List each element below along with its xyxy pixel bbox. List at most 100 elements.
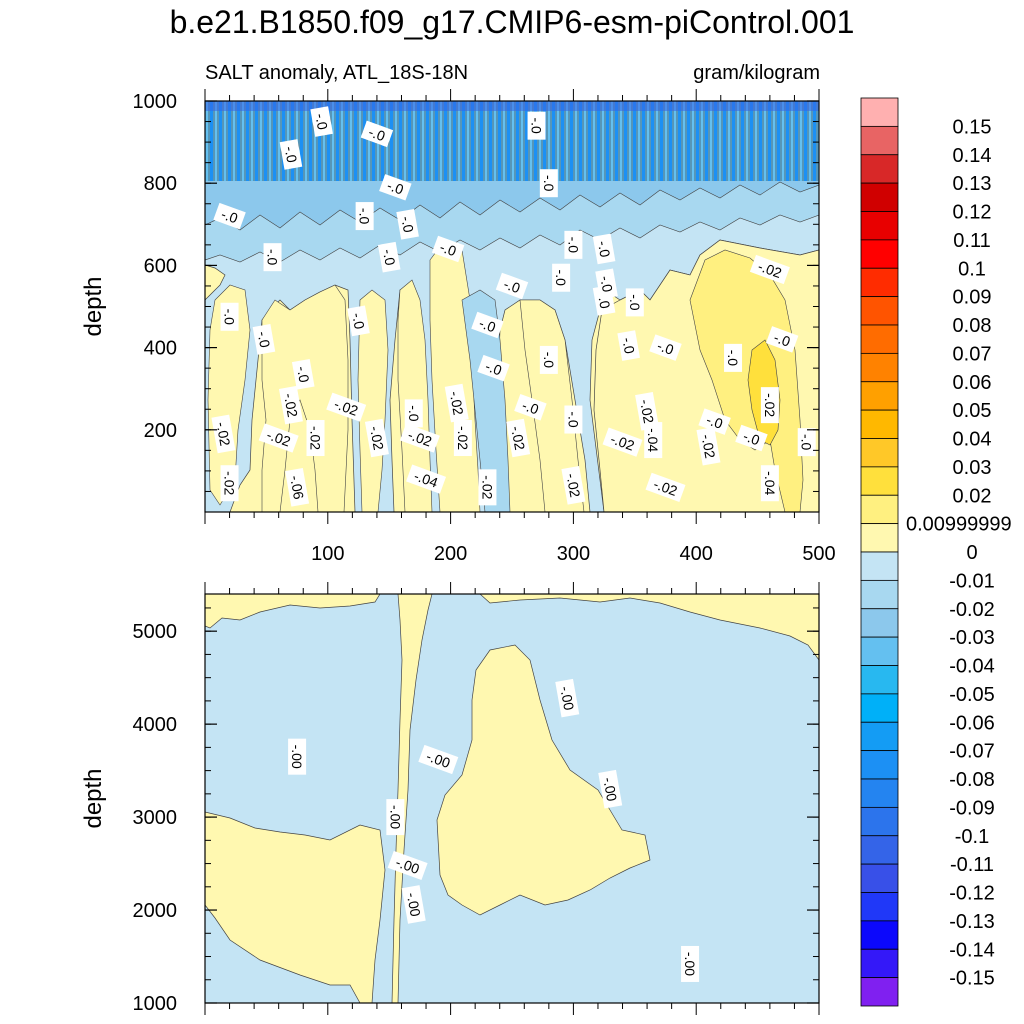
contour-label-text: -.02	[367, 425, 387, 452]
contour-label-text: -.0	[380, 248, 399, 267]
contour-label-bg	[310, 106, 333, 137]
contour-label-text: -.0	[565, 237, 581, 254]
contour-label-text: -.0	[725, 350, 741, 367]
contour-label-bg	[444, 383, 469, 423]
contour-label-bg	[306, 420, 325, 457]
contour-label-bg	[285, 468, 310, 507]
contour-label: -.0	[724, 343, 743, 372]
contour-label-bg	[471, 311, 504, 339]
contour-label-bg	[220, 302, 239, 331]
contour-label: -.0	[514, 393, 547, 421]
contour-label-bg	[495, 272, 529, 300]
contour-label-bg	[561, 465, 586, 505]
colorbar-swatch	[860, 352, 899, 383]
contour-label-text: -.02	[756, 258, 784, 281]
contour-label: -.00	[401, 885, 426, 924]
contour-label-text: -.04	[645, 428, 661, 452]
contour-label-bg	[765, 326, 799, 353]
contour-label: -.0	[471, 311, 504, 339]
contour-label-text: -.0	[219, 206, 240, 227]
contour-label-text: -.02	[222, 471, 238, 495]
contour-label-text: -.0	[541, 352, 557, 369]
colorbar-label: 0.08	[953, 315, 992, 337]
y-tick-label: 200	[144, 420, 177, 442]
upper-axes: 200 400 600 800 1000 100 200 300 400 500 depth	[80, 89, 836, 565]
contour-label-bg	[552, 263, 571, 292]
y-tick-label: 4000	[133, 714, 178, 736]
colorbar-label: 0.14	[953, 145, 992, 167]
contour-label-text: -.02	[447, 390, 467, 417]
contour-label: -.04	[644, 422, 663, 459]
colorbar-label: -0.09	[949, 797, 995, 819]
contour-label-text: -.0	[553, 270, 569, 287]
upper-contour-labels: -.02 -.06 -.04 -.02 -.02 -.02 -.04-.02 -.02 -.02…	[211, 106, 816, 507]
contour-label-bg	[213, 202, 246, 230]
contour-label-text: -.02	[308, 426, 324, 450]
y-axis-label: depth	[80, 768, 107, 828]
colorbar-swatch	[860, 154, 899, 184]
contour-label: -.02	[220, 465, 239, 502]
upper-zero-patch-c	[357, 289, 389, 512]
colorbar-swatch	[860, 920, 899, 950]
contour-label: -.02	[760, 387, 779, 424]
contour-label-bg	[355, 202, 374, 231]
contour-label-bg	[211, 414, 236, 454]
contour-label: -.0	[625, 288, 644, 317]
contour-label: -.0	[592, 233, 616, 265]
colorbar-swatch	[860, 466, 899, 496]
y-tick-label: 5000	[133, 621, 178, 643]
contour-label-bg	[396, 208, 419, 240]
upper-zero-patch-b	[261, 284, 349, 512]
lower-zero-column	[391, 594, 433, 1003]
contour-label-text: -.0	[357, 208, 373, 225]
upper-neg-deep-channel	[461, 289, 511, 512]
contour-label-text: -.02	[563, 472, 583, 499]
colorbar-label: -0.07	[949, 741, 995, 763]
colorbar-label: -0.14	[949, 939, 995, 961]
page-title: b.e21.B1850.f09_g17.CMIP6-esm-piControl.…	[169, 4, 855, 40]
contour-label-bg	[760, 387, 779, 424]
contour-label-text: -.02	[455, 426, 471, 450]
colorbar-swatch	[860, 409, 899, 439]
contour-label-text: -.0	[255, 330, 274, 349]
lower-axes: 1000 2000 3000 4000 5000 depth	[80, 582, 820, 1015]
colorbar-swatch	[860, 863, 899, 893]
colorbar-label: 0.04	[953, 429, 992, 451]
contour-label-text: -.00	[682, 952, 698, 976]
contour-label-bg	[635, 392, 660, 431]
colorbar-swatch	[860, 750, 899, 780]
colorbar-swatch	[860, 636, 899, 666]
colorbar-label: 0.09	[953, 287, 992, 309]
contour-label-bg	[564, 405, 583, 434]
colorbar-swatch	[860, 494, 899, 525]
contour-label: -.00	[681, 945, 700, 982]
colorbar-label: -0.01	[949, 570, 995, 592]
contour-label: -.0	[213, 202, 246, 230]
contour-label-text: -.0	[799, 434, 815, 451]
contour-label-bg	[252, 324, 276, 355]
contour-label: -.0	[595, 268, 618, 300]
contour-label: -.0	[360, 120, 394, 148]
contour-label: -.02	[478, 469, 497, 506]
colorbar-label: 0	[966, 542, 977, 564]
contour-label-bg	[220, 465, 239, 502]
contour-label-text: -.0	[520, 397, 541, 418]
contour-label: -.0	[765, 326, 799, 353]
colorbar-label: 0.00999999	[906, 514, 1012, 536]
contour-label: -.0	[431, 235, 465, 263]
colorbar-label: 0.03	[953, 457, 992, 479]
contour-label: -.02	[326, 392, 367, 422]
colorbar-label: 0.11	[953, 230, 990, 252]
contour-label-text: -.0	[772, 329, 793, 350]
contour-label-text: -.02	[332, 396, 360, 419]
contour-label: -.0	[552, 263, 571, 292]
x-tick-label: 300	[557, 543, 590, 565]
contour-label-bg	[453, 420, 472, 457]
contour-label-text: -.0	[312, 112, 331, 131]
contour-label-text: -.02	[651, 476, 679, 499]
contour-label-text: -.00	[394, 854, 422, 877]
contour-label-bg	[760, 465, 779, 502]
contour-label: -.0	[564, 230, 583, 259]
colorbar-label: -0.06	[949, 712, 995, 734]
